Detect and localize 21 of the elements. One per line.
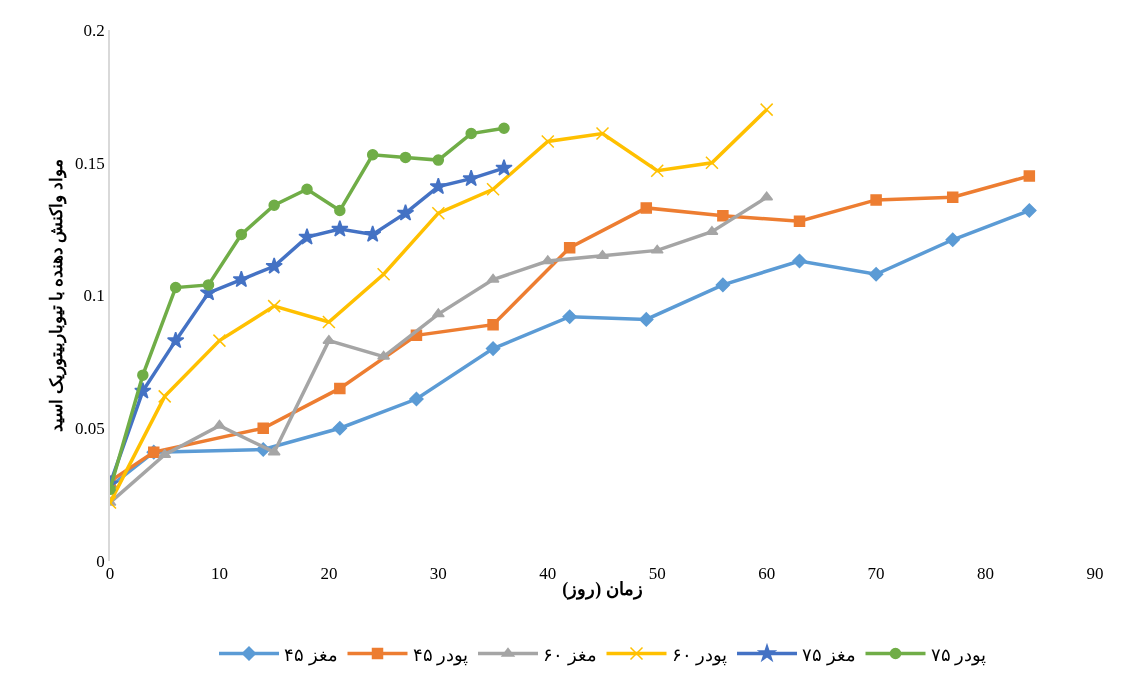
legend-label: پودر ۷۵ <box>930 644 986 666</box>
legend-label: مغز ۴۵ <box>284 644 338 666</box>
x-tick-label: 20 <box>320 564 338 583</box>
x-tick-label: 80 <box>977 564 995 583</box>
legend-label: پودر ۴۵ <box>412 644 468 666</box>
x-tick-label: 70 <box>867 564 885 583</box>
legend-label: مغز ۶۰ <box>543 644 597 666</box>
x-tick-label: 60 <box>758 564 776 583</box>
y-tick-label: 0.15 <box>75 153 105 173</box>
legend-label: پودر ۶۰ <box>671 644 727 666</box>
y-tick-label: 0.1 <box>83 286 105 306</box>
x-axis-title: زمان (روز) <box>562 579 643 601</box>
x-tick-label: 10 <box>210 564 228 583</box>
x-tick-label: 50 <box>648 564 666 583</box>
y-axis-title: مواد واکنش دهنده با تیوباربیتوریک اسید <box>47 159 68 432</box>
x-tick-label: 90 <box>1086 564 1104 583</box>
y-tick-label: 0.05 <box>75 419 105 439</box>
legend-label: مغز ۷۵ <box>802 644 856 666</box>
x-tick-label: 30 <box>429 564 447 583</box>
y-tick-label: 0.2 <box>83 20 105 40</box>
x-tick-label: 40 <box>539 564 557 583</box>
